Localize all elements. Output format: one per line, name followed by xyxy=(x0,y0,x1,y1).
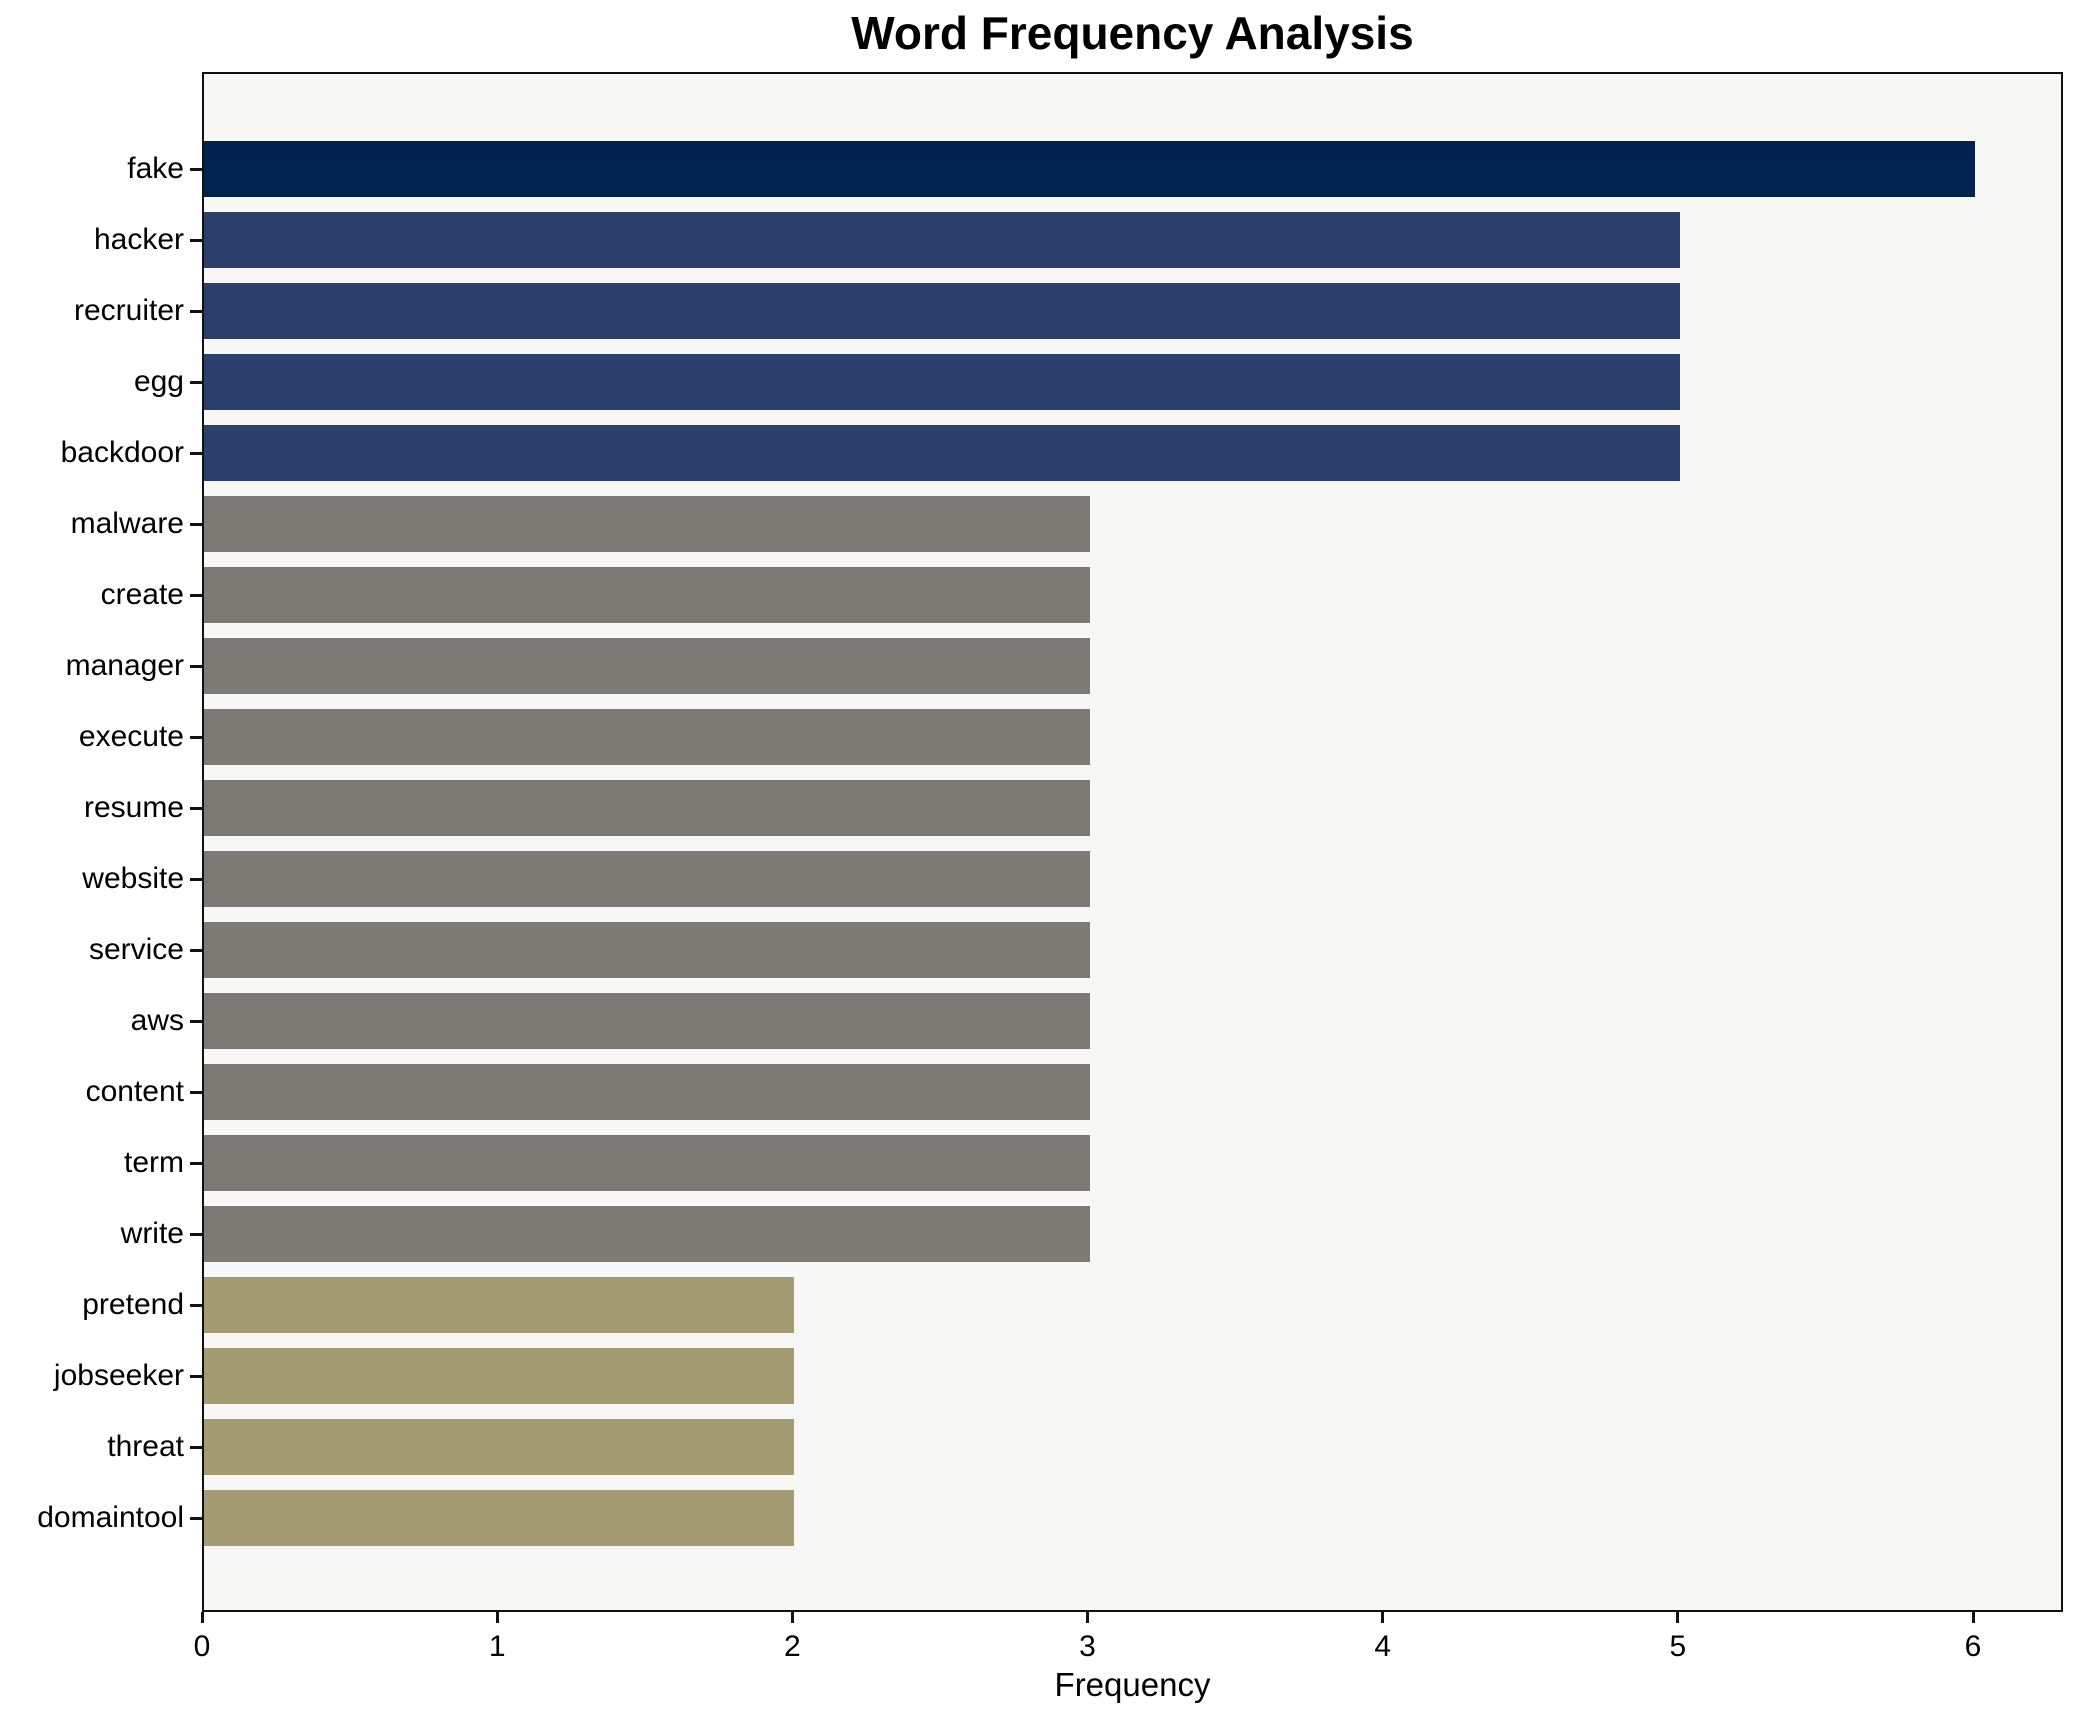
x-tick-label-6: 6 xyxy=(1964,1630,1982,1663)
x-tick-mark xyxy=(1676,1612,1680,1623)
bar-egg xyxy=(204,353,1680,410)
bar-hacker xyxy=(204,211,1680,268)
bar-content xyxy=(204,1063,1090,1120)
y-tick-mark xyxy=(190,1161,202,1165)
y-tick-label-manager: manager xyxy=(65,649,184,682)
bar-create xyxy=(204,566,1090,623)
y-tick-label-egg: egg xyxy=(133,365,184,398)
y-tick-mark xyxy=(190,1232,202,1236)
y-tick-mark xyxy=(190,735,202,739)
bar-pretend xyxy=(204,1276,795,1333)
bar-backdoor xyxy=(204,424,1680,481)
y-tick-label-write: write xyxy=(120,1217,184,1250)
y-tick-label-term: term xyxy=(124,1146,184,1179)
y-tick-mark xyxy=(190,1445,202,1449)
y-tick-label-fake: fake xyxy=(127,152,184,185)
y-tick-label-content: content xyxy=(85,1075,184,1108)
x-axis-title: Frequency xyxy=(1054,1666,1211,1703)
y-tick-mark xyxy=(190,167,202,171)
y-tick-mark xyxy=(190,806,202,810)
bar-website xyxy=(204,850,1090,907)
x-tick-label-2: 2 xyxy=(783,1630,801,1663)
y-tick-mark xyxy=(190,1516,202,1520)
y-tick-label-jobseeker: jobseeker xyxy=(53,1359,184,1392)
y-tick-mark xyxy=(190,309,202,313)
bar-execute xyxy=(204,708,1090,765)
y-tick-mark xyxy=(190,1019,202,1023)
y-tick-label-backdoor: backdoor xyxy=(60,436,184,469)
x-tick-mark xyxy=(1971,1612,1975,1623)
bar-aws xyxy=(204,992,1090,1049)
x-tick-label-1: 1 xyxy=(488,1630,506,1663)
y-tick-mark xyxy=(190,1303,202,1307)
x-tick-mark xyxy=(495,1612,499,1623)
y-tick-label-website: website xyxy=(82,862,184,895)
y-tick-mark xyxy=(190,451,202,455)
y-tick-mark xyxy=(190,238,202,242)
bar-domaintool xyxy=(204,1489,795,1546)
bar-service xyxy=(204,921,1090,978)
y-tick-label-pretend: pretend xyxy=(82,1288,184,1321)
y-tick-label-hacker: hacker xyxy=(93,223,184,256)
y-tick-mark xyxy=(190,877,202,881)
y-tick-label-create: create xyxy=(100,578,184,611)
y-tick-mark xyxy=(190,522,202,526)
bar-recruiter xyxy=(204,282,1680,339)
chart-title: Word Frequency Analysis xyxy=(851,7,1414,59)
bar-malware xyxy=(204,495,1090,552)
bar-write xyxy=(204,1205,1090,1262)
y-tick-mark xyxy=(190,380,202,384)
x-tick-mark xyxy=(200,1612,204,1623)
x-tick-label-4: 4 xyxy=(1374,1630,1392,1663)
y-tick-label-resume: resume xyxy=(83,791,184,824)
y-tick-label-recruiter: recruiter xyxy=(73,294,184,327)
y-tick-label-threat: threat xyxy=(107,1430,184,1463)
y-tick-label-malware: malware xyxy=(70,507,184,540)
y-tick-mark xyxy=(190,948,202,952)
y-tick-label-aws: aws xyxy=(130,1004,184,1037)
y-tick-label-execute: execute xyxy=(78,720,184,753)
x-tick-label-0: 0 xyxy=(193,1630,211,1663)
y-tick-mark xyxy=(190,1374,202,1378)
plot-area xyxy=(202,72,2063,1612)
bar-threat xyxy=(204,1418,795,1475)
x-tick-label-3: 3 xyxy=(1079,1630,1096,1663)
x-tick-label-5: 5 xyxy=(1669,1630,1687,1663)
y-tick-mark xyxy=(190,664,202,668)
x-tick-mark xyxy=(790,1612,794,1623)
bar-fake xyxy=(204,140,1976,197)
bar-jobseeker xyxy=(204,1347,795,1404)
x-tick-mark xyxy=(1381,1612,1385,1623)
x-tick-mark xyxy=(1086,1612,1089,1623)
y-tick-mark xyxy=(190,593,202,597)
y-tick-mark xyxy=(190,1090,202,1094)
bar-manager xyxy=(204,637,1090,694)
y-tick-label-domaintool: domaintool xyxy=(37,1501,184,1534)
bar-term xyxy=(204,1134,1090,1191)
y-tick-label-service: service xyxy=(88,933,184,966)
bar-resume xyxy=(204,779,1090,836)
